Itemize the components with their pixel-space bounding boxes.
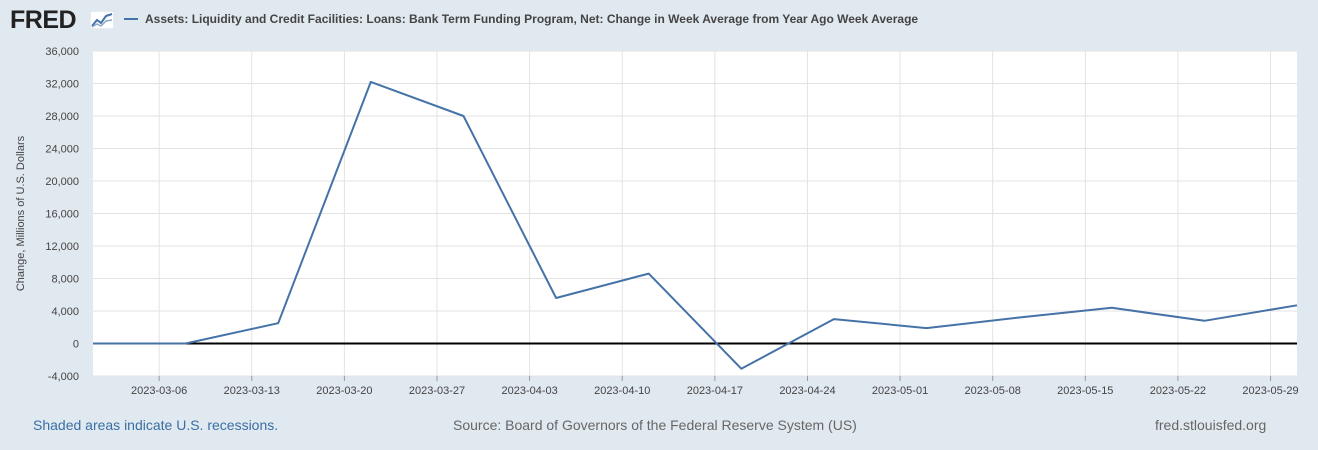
y-tick-label: 24,000 <box>45 144 79 156</box>
legend-line-swatch <box>124 18 138 20</box>
x-tick-label: 2023-04-10 <box>594 385 650 397</box>
fred-trend-icon <box>90 11 114 29</box>
x-tick-label: 2023-05-29 <box>1242 385 1298 397</box>
x-tick-label: 2023-04-24 <box>779 385 835 397</box>
x-tick-label: 2023-05-01 <box>872 385 928 397</box>
y-tick-label: 32,000 <box>45 79 79 91</box>
series-line <box>93 80 1298 370</box>
y-tick-label: 16,000 <box>45 209 79 221</box>
x-tick-label: 2023-04-17 <box>687 385 743 397</box>
recession-note-link[interactable]: Shaded areas indicate U.S. recessions. <box>33 417 279 433</box>
y-tick-label: 28,000 <box>45 111 79 123</box>
line-chart[interactable]: -4,000 0 4,000 8,000 12,000 16,000 20,000 24,00… <box>0 0 1318 410</box>
site-link[interactable]: fred.stlouisfed.org <box>1155 417 1267 433</box>
y-tick-label: 20,000 <box>45 176 79 188</box>
y-tick-label: 12,000 <box>45 241 79 253</box>
x-tick-label: 2023-04-03 <box>501 385 557 397</box>
legend-label: Assets: Liquidity and Credit Facilities:… <box>145 12 919 26</box>
x-tick-label: 2023-05-22 <box>1150 385 1206 397</box>
fred-logo[interactable]: FRED <box>10 6 77 34</box>
x-tick-label: 2023-05-15 <box>1057 385 1113 397</box>
x-tick-label: 2023-03-27 <box>409 385 465 397</box>
source-note: Source: Board of Governors of the Federa… <box>453 417 857 433</box>
y-tick-label: 4,000 <box>51 306 79 318</box>
y-tick-label: 36,000 <box>45 46 79 58</box>
chart-legend[interactable]: Assets: Liquidity and Credit Facilities:… <box>124 12 918 26</box>
x-tick-label: 2023-03-20 <box>316 385 372 397</box>
x-tick-label: 2023-05-08 <box>965 385 1021 397</box>
x-tick-label: 2023-03-06 <box>131 385 187 397</box>
y-axis-label: Change, Millions of U.S. Dollars <box>15 135 27 291</box>
y-tick-label: -4,000 <box>48 371 79 383</box>
y-tick-label: 8,000 <box>51 274 79 286</box>
y-tick-label: 0 <box>73 339 79 351</box>
x-tick-label: 2023-03-13 <box>224 385 280 397</box>
chart-header: FRED Assets: Liquidity and Credit Facili… <box>0 0 1318 40</box>
